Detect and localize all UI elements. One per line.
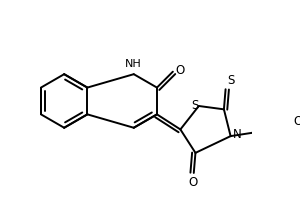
- Text: O: O: [293, 115, 300, 128]
- Text: S: S: [191, 99, 198, 112]
- Text: O: O: [188, 176, 198, 189]
- Text: NH: NH: [124, 59, 141, 69]
- Text: O: O: [176, 64, 184, 77]
- Text: N: N: [233, 128, 242, 141]
- Text: S: S: [227, 74, 235, 87]
